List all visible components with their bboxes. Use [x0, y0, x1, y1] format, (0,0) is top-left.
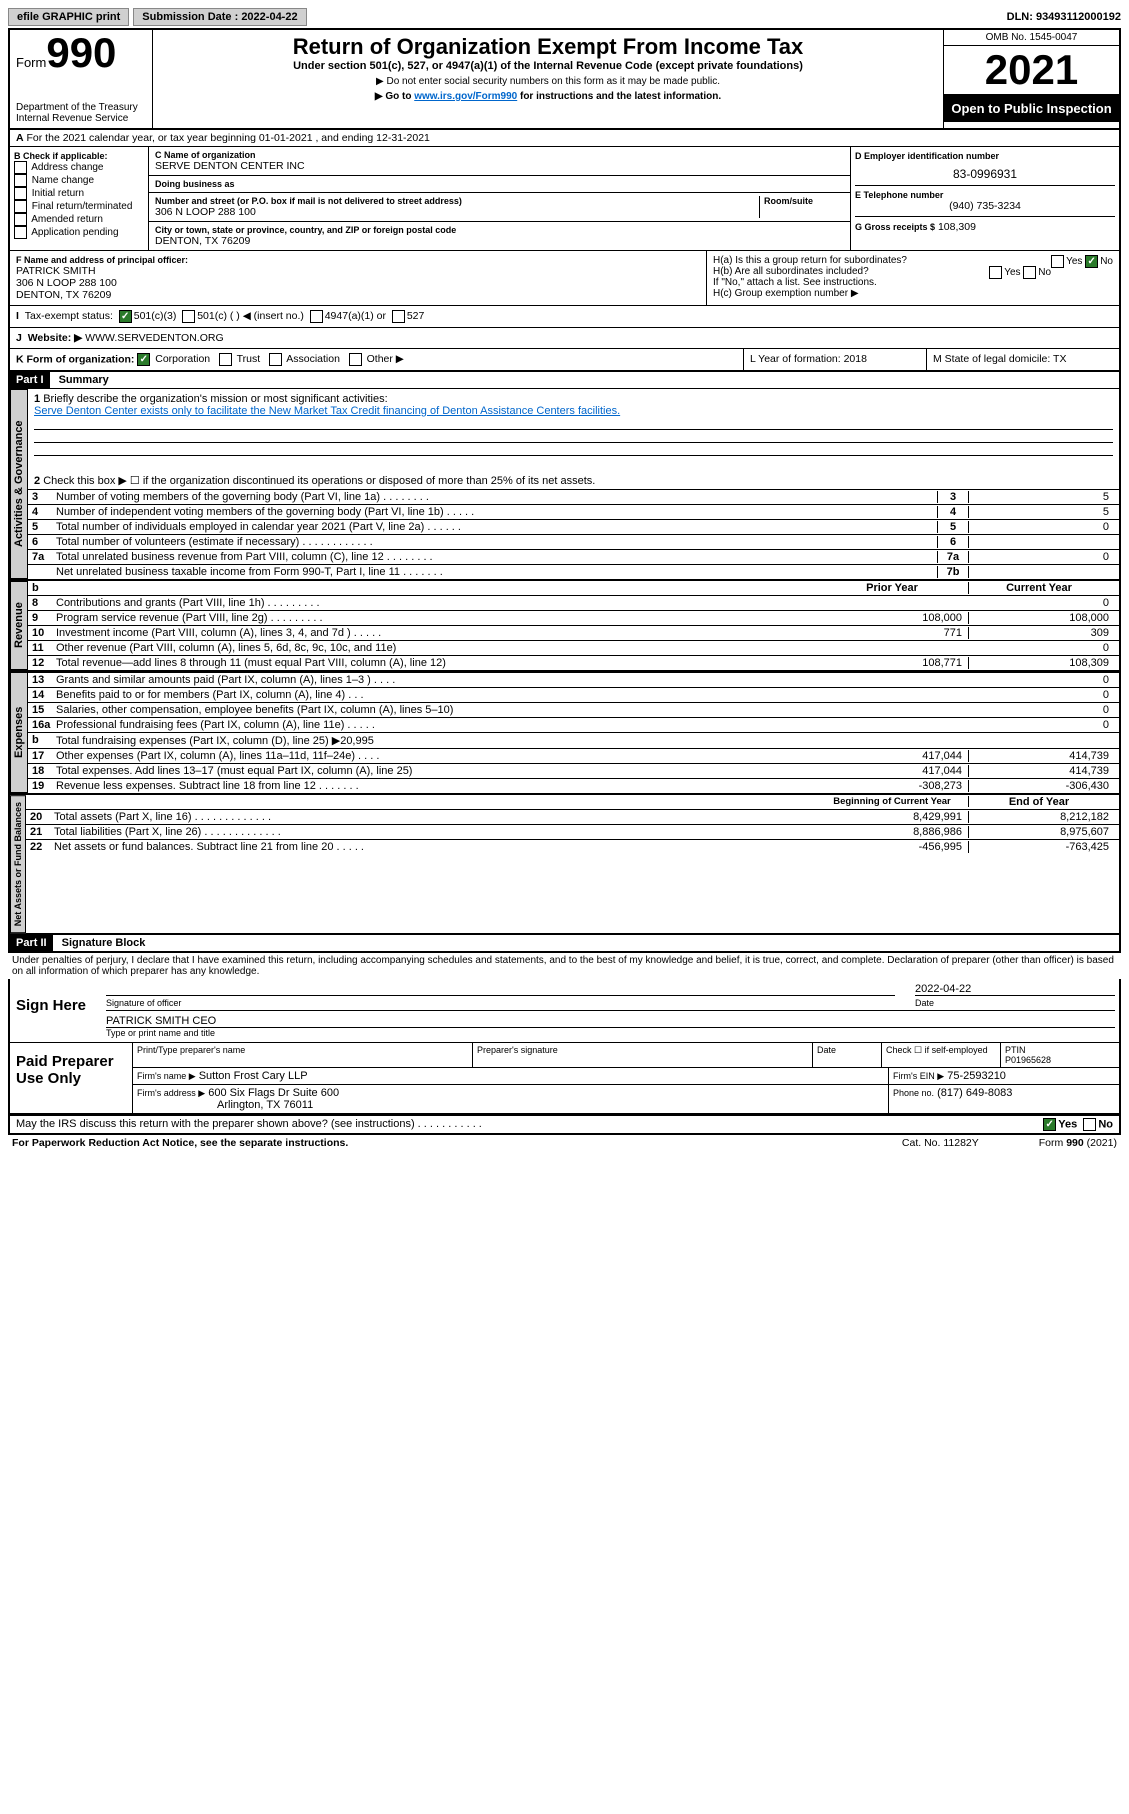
- line-item: 3Number of voting members of the governi…: [28, 489, 1119, 504]
- form-org-option[interactable]: ✓ Corporation: [137, 353, 216, 365]
- org-address: 306 N LOOP 288 100: [155, 206, 759, 218]
- officer-name: PATRICK SMITH: [16, 265, 700, 277]
- tab-revenue: Revenue: [10, 581, 28, 670]
- org-name: SERVE DENTON CENTER INC: [155, 160, 844, 172]
- section-f-h: F Name and address of principal officer:…: [10, 251, 1119, 306]
- firm-ein: 75-2593210: [947, 1070, 1006, 1082]
- discuss-row: May the IRS discuss this return with the…: [8, 1115, 1121, 1135]
- expenses-section: Expenses 13Grants and similar amounts pa…: [10, 670, 1119, 793]
- line-item: 8Contributions and grants (Part VIII, li…: [28, 595, 1119, 610]
- ein: 83-0996931: [855, 167, 1115, 181]
- checkbox-option[interactable]: Final return/terminated: [14, 200, 144, 213]
- state-domicile: M State of legal domicile: TX: [927, 349, 1119, 370]
- signature-section: Sign Here Signature of officer 2022-04-2…: [8, 979, 1121, 1115]
- omb-number: OMB No. 1545-0047: [944, 30, 1119, 46]
- line-item: 14Benefits paid to or for members (Part …: [28, 687, 1119, 702]
- line-item: Net unrelated business taxable income fr…: [28, 564, 1119, 579]
- line-item: 20Total assets (Part X, line 16) . . . .…: [26, 809, 1119, 824]
- checkbox-option[interactable]: Amended return: [14, 213, 144, 226]
- form-number: 990: [46, 29, 116, 76]
- line-item: 21Total liabilities (Part X, line 26) . …: [26, 824, 1119, 839]
- line-item: 15Salaries, other compensation, employee…: [28, 702, 1119, 717]
- line-item: 7aTotal unrelated business revenue from …: [28, 549, 1119, 564]
- box-d-e-g: D Employer identification number 83-0996…: [851, 147, 1119, 250]
- telephone: (940) 735-3234: [855, 200, 1115, 212]
- line-item: 11Other revenue (Part VIII, column (A), …: [28, 640, 1119, 655]
- dln-text: DLN: 93493112000192: [1007, 11, 1121, 23]
- line-item: 4Number of independent voting members of…: [28, 504, 1119, 519]
- line-item: 10Investment income (Part VIII, column (…: [28, 625, 1119, 640]
- note-link: ▶ Go to www.irs.gov/Form990 for instruct…: [163, 91, 933, 102]
- section-b-c-d: B Check if applicable: Address change Na…: [10, 147, 1119, 251]
- form-prefix: Form: [16, 55, 46, 70]
- tab-governance: Activities & Governance: [10, 389, 28, 579]
- line-item: 9Program service revenue (Part VIII, lin…: [28, 610, 1119, 625]
- form-title: Return of Organization Exempt From Incom…: [163, 34, 933, 60]
- officer-name-title: PATRICK SMITH CEO: [106, 1015, 1115, 1027]
- penalty-statement: Under penalties of perjury, I declare th…: [8, 953, 1121, 979]
- paid-preparer-label: Paid Preparer Use Only: [10, 1043, 133, 1113]
- checkbox-option[interactable]: Name change: [14, 174, 144, 187]
- gross-receipts: 108,309: [938, 221, 976, 233]
- line-item: 17Other expenses (Part IX, column (A), l…: [28, 748, 1119, 763]
- dept-text: Department of the Treasury: [16, 102, 146, 113]
- form-header: Form990 Department of the Treasury Inter…: [10, 30, 1119, 130]
- form-subtitle: Under section 501(c), 527, or 4947(a)(1)…: [163, 60, 933, 72]
- activities-governance-section: Activities & Governance 1 Briefly descri…: [10, 389, 1119, 579]
- firm-name: Sutton Frost Cary LLP: [199, 1070, 308, 1082]
- line-item: 6Total number of volunteers (estimate if…: [28, 534, 1119, 549]
- line-item: 5Total number of individuals employed in…: [28, 519, 1119, 534]
- irs-text: Internal Revenue Service: [16, 113, 146, 124]
- line-item: 18Total expenses. Add lines 13–17 (must …: [28, 763, 1119, 778]
- header-right: OMB No. 1545-0047 2021 Open to Public In…: [943, 30, 1119, 128]
- box-j: J Website: ▶ WWW.SERVEDENTON.ORG: [10, 328, 1119, 349]
- checkbox-option[interactable]: Initial return: [14, 187, 144, 200]
- header-middle: Return of Organization Exempt From Incom…: [153, 30, 943, 128]
- line-item: 22Net assets or fund balances. Subtract …: [26, 839, 1119, 854]
- line-item: bTotal fundraising expenses (Part IX, co…: [28, 732, 1119, 748]
- tab-expenses: Expenses: [10, 672, 28, 793]
- part2-header: Part II Signature Block: [10, 933, 1119, 951]
- box-i: I Tax-exempt status: ✓ 501(c)(3) 501(c) …: [10, 306, 1119, 328]
- firm-phone: (817) 649-8083: [937, 1087, 1012, 1099]
- top-toolbar: efile GRAPHIC print Submission Date : 20…: [8, 8, 1121, 26]
- mission-text[interactable]: Serve Denton Center exists only to facil…: [34, 405, 620, 417]
- line-item: 19Revenue less expenses. Subtract line 1…: [28, 778, 1119, 793]
- open-public: Open to Public Inspection: [944, 95, 1119, 122]
- submission-date-button[interactable]: Submission Date : 2022-04-22: [133, 8, 306, 26]
- firm-addr: 600 Six Flags Dr Suite 600: [208, 1087, 339, 1099]
- form-org-option[interactable]: Other ▶: [346, 353, 410, 365]
- box-b: B Check if applicable: Address change Na…: [10, 147, 149, 250]
- part1-header: Part I Summary: [10, 372, 1119, 389]
- checkbox-option[interactable]: Application pending: [14, 226, 144, 239]
- netassets-section: Net Assets or Fund Balances Beginning of…: [10, 793, 1119, 933]
- ptin: P01965628: [1005, 1055, 1051, 1065]
- form-org-option[interactable]: Association: [266, 353, 346, 365]
- note-ssn: ▶ Do not enter social security numbers o…: [163, 76, 933, 87]
- box-k-l-m: K Form of organization: ✓ Corporation Tr…: [10, 349, 1119, 372]
- box-c: C Name of organization SERVE DENTON CENT…: [149, 147, 851, 250]
- revenue-section: Revenue b Prior Year Current Year 8Contr…: [10, 579, 1119, 670]
- sign-here-label: Sign Here: [10, 979, 102, 1042]
- checkbox-option[interactable]: Address change: [14, 161, 144, 174]
- line-item: 16aProfessional fundraising fees (Part I…: [28, 717, 1119, 732]
- footer-row: For Paperwork Reduction Act Notice, see …: [8, 1135, 1121, 1151]
- header-left: Form990 Department of the Treasury Inter…: [10, 30, 153, 128]
- irs-link[interactable]: www.irs.gov/Form990: [414, 91, 517, 102]
- tax-year: 2021: [944, 46, 1119, 95]
- form-org-option[interactable]: Trust: [216, 353, 266, 365]
- line-item: 13Grants and similar amounts paid (Part …: [28, 672, 1119, 687]
- tab-netassets: Net Assets or Fund Balances: [10, 795, 26, 933]
- sig-date: 2022-04-22: [915, 983, 1115, 995]
- org-city: DENTON, TX 76209: [155, 235, 844, 247]
- website: WWW.SERVEDENTON.ORG: [85, 332, 223, 344]
- form-container: Form990 Department of the Treasury Inter…: [8, 28, 1121, 953]
- efile-button[interactable]: efile GRAPHIC print: [8, 8, 129, 26]
- line-item: 12Total revenue—add lines 8 through 11 (…: [28, 655, 1119, 670]
- line-a: A For the 2021 calendar year, or tax yea…: [10, 130, 1119, 147]
- year-formation: L Year of formation: 2018: [744, 349, 927, 370]
